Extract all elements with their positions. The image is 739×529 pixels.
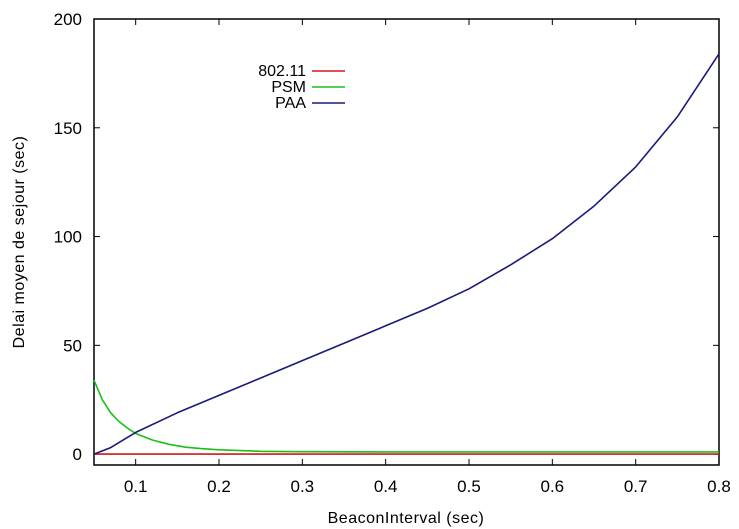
- x-tick-label: 0.4: [374, 477, 398, 496]
- x-tick-label: 0.7: [624, 477, 648, 496]
- x-tick-label: 0.1: [124, 477, 148, 496]
- legend-label: PSM: [271, 79, 306, 96]
- legend-label: 802.11: [258, 63, 306, 80]
- legend-label: PAA: [275, 95, 306, 112]
- series-lines: [93, 53, 720, 455]
- series-line: [93, 53, 720, 455]
- y-tick-label: 50: [63, 336, 82, 355]
- series-line: [93, 379, 719, 453]
- y-tick-label: 0: [73, 445, 82, 464]
- axis-ticks: 0.1 0.2 0.3 0.4 0.5 0.6 0.7 0.8 0 50 100 150 200: [54, 10, 731, 496]
- x-tick-label: 0.6: [541, 477, 565, 496]
- x-tick-label: 0.2: [207, 477, 231, 496]
- y-tick-label: 100: [54, 228, 82, 247]
- x-tick-label: 0.5: [457, 477, 481, 496]
- plot-frame: [93, 18, 720, 466]
- y-tick-label: 200: [54, 10, 82, 29]
- x-tick-label: 0.3: [291, 477, 315, 496]
- x-axis-label: BeaconInterval (sec): [328, 510, 485, 527]
- y-tick-label: 150: [54, 119, 82, 138]
- y-axis-label: Delai moyen de sejour (sec): [11, 136, 28, 349]
- x-tick-label: 0.8: [707, 477, 731, 496]
